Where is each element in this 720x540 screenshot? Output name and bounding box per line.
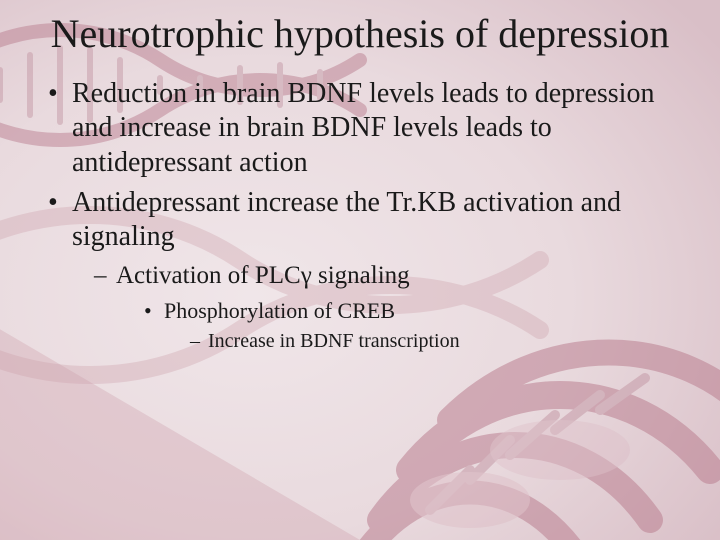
bullet-text: Reduction in brain BDNF levels leads to …: [72, 78, 654, 177]
bullet-list: Reduction in brain BDNF levels leads to …: [46, 77, 680, 354]
list-item: Increase in BDNF transcription: [190, 329, 680, 354]
bullet-text: Antidepressant increase the Tr.KB activa…: [72, 187, 621, 252]
bullet-text: Phosphorylation of CREB: [164, 298, 395, 323]
list-item: Reduction in brain BDNF levels leads to …: [46, 77, 680, 179]
slide-title: Neurotrophic hypothesis of depression: [40, 12, 680, 55]
list-item: Phosphorylation of CREB Increase in BDNF…: [144, 297, 680, 354]
bullet-text: Increase in BDNF transcription: [208, 330, 460, 352]
list-item: Antidepressant increase the Tr.KB activa…: [46, 186, 680, 354]
bullet-text: Activation of PLCγ signaling: [116, 262, 410, 289]
list-item: Activation of PLCγ signaling Phosphoryla…: [94, 260, 680, 354]
